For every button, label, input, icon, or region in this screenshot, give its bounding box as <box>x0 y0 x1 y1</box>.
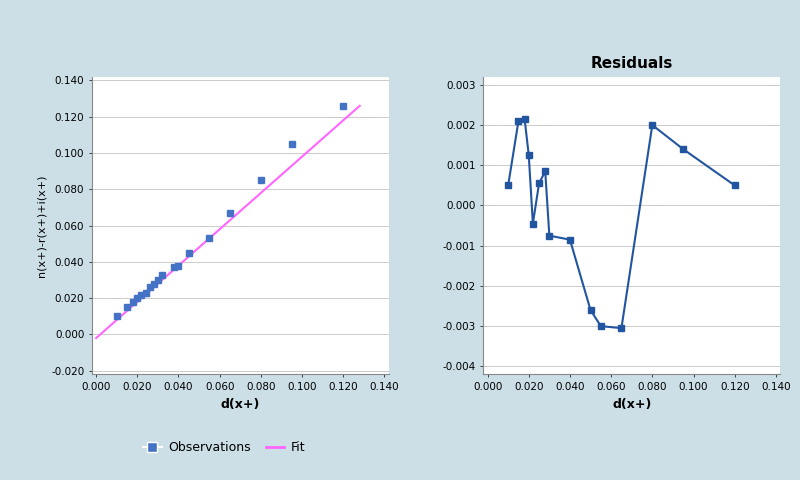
Title: Residuals: Residuals <box>590 57 673 72</box>
Y-axis label: n(x+)-r(x+)+i(x+): n(x+)-r(x+)+i(x+) <box>37 174 47 277</box>
Legend: Observations, Fit: Observations, Fit <box>138 436 310 459</box>
X-axis label: d(x+): d(x+) <box>612 397 651 410</box>
X-axis label: d(x+): d(x+) <box>221 397 260 410</box>
